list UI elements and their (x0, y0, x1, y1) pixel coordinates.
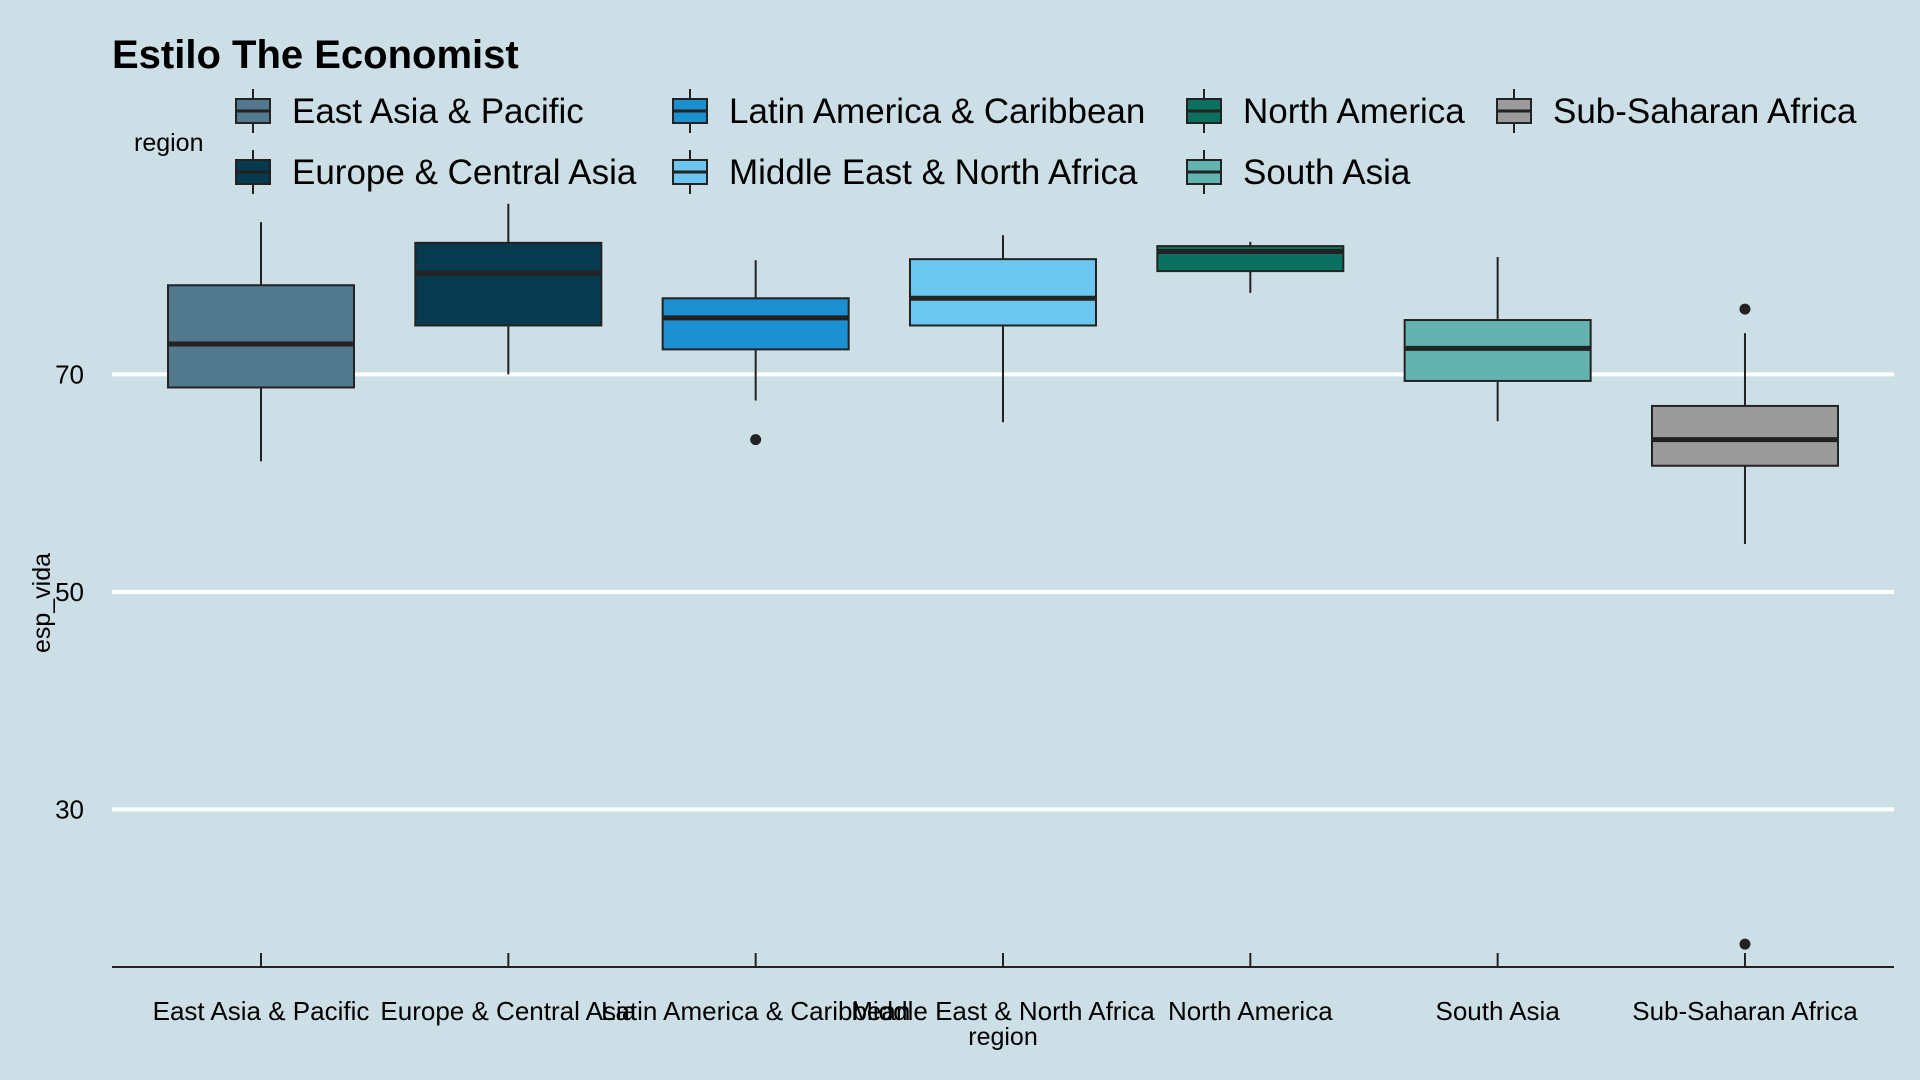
box-south-asia (1403, 256, 1592, 422)
chart-title: Estilo The Economist (112, 33, 519, 77)
x-tick-labels: East Asia & Pacific Europe & Central Asia… (153, 953, 1858, 1026)
legend-item-east-asia-and-pacific: East Asia & Pacific (235, 89, 584, 133)
box-body (167, 284, 355, 389)
outlier-point (1739, 938, 1751, 950)
x-tick-label-south-asia: South Asia (1435, 996, 1560, 1026)
x-tick-label-sub-saharan-africa: Sub-Saharan Africa (1632, 996, 1858, 1026)
legend-label: Latin America & Caribbean (729, 92, 1145, 131)
x-tick-label-europe-and-central-asia: Europe & Central Asia (380, 996, 636, 1026)
legend-label: Europe & Central Asia (292, 153, 637, 192)
box-body (908, 258, 1097, 327)
legend-label: Sub-Saharan Africa (1553, 92, 1857, 131)
y-tick-labels: 30 50 70 (55, 359, 84, 824)
x-tick-label-north-america: North America (1168, 996, 1333, 1026)
legend-item-middle-east-and-north-africa: Middle East & North Africa (672, 150, 1138, 194)
x-axis-title: region (968, 1023, 1038, 1051)
y-tick-label-70: 70 (55, 359, 84, 389)
x-tick-label-middle-east-and-north-africa: Middle East & North Africa (851, 996, 1155, 1026)
y-axis-title: esp_vida (28, 553, 56, 653)
box-body (1650, 404, 1839, 467)
box-series (167, 203, 1839, 950)
legend-item-sub-saharan-africa: Sub-Saharan Africa (1496, 89, 1857, 133)
legend-title: region (134, 129, 204, 157)
outlier-point (750, 434, 762, 446)
legend-item-north-america: North America (1186, 89, 1465, 133)
box-middle-east-and-north-africa (908, 235, 1097, 423)
box-europe-and-central-asia (414, 203, 603, 375)
legend-label: East Asia & Pacific (292, 92, 584, 131)
box-north-america (1156, 241, 1345, 293)
legend-label: Middle East & North Africa (729, 153, 1138, 192)
box-body (661, 297, 850, 351)
legend: East Asia & Pacific Europe & Central Asia… (235, 89, 1857, 194)
box-body (414, 241, 603, 327)
legend-item-south-asia: South Asia (1186, 150, 1411, 194)
legend-label: North America (1243, 92, 1465, 131)
outlier-point (1739, 303, 1751, 315)
legend-item-latin-america-and-caribbean: Latin America & Caribbean (672, 89, 1145, 133)
x-tick-label-latin-america-and-caribbean: Latin America & Caribbean (601, 996, 910, 1026)
box-east-asia-and-pacific (167, 222, 355, 462)
y-tick-label-30: 30 (55, 794, 84, 824)
box-latin-america-and-caribbean (661, 260, 850, 446)
box-sub-saharan-africa (1650, 303, 1839, 950)
x-tick-label-east-asia-and-pacific: East Asia & Pacific (153, 996, 370, 1026)
legend-item-europe-and-central-asia: Europe & Central Asia (235, 150, 637, 194)
y-tick-label-50: 50 (55, 577, 84, 607)
legend-label: South Asia (1243, 153, 1411, 192)
